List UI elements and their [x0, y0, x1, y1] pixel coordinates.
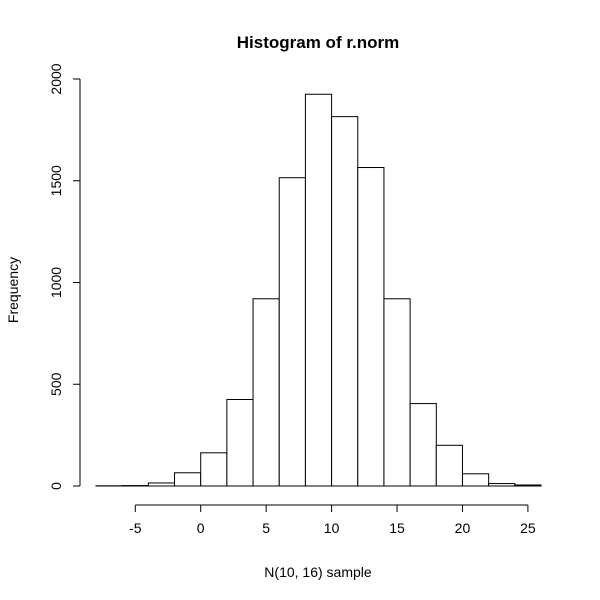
y-axis-label: Frequency [5, 257, 21, 323]
chart-title: Histogram of r.norm [237, 33, 399, 52]
x-tick-label: 5 [262, 520, 270, 536]
histogram-bar [383, 298, 411, 487]
x-axis: -5 0 5 10 15 20 25 [129, 504, 536, 536]
histogram-bar [304, 93, 333, 487]
histogram-bar [435, 444, 463, 487]
x-tick-label: -5 [129, 520, 142, 536]
x-tick-label: 25 [520, 520, 536, 536]
y-axis: 0 500 1000 1500 2000 [48, 63, 81, 490]
x-tick-label: 20 [455, 520, 471, 536]
histogram-bar [357, 167, 385, 487]
histogram-bar [174, 472, 202, 487]
y-tick-label: 1000 [48, 267, 64, 298]
histogram-bar [488, 483, 516, 487]
histogram-bar [331, 116, 359, 487]
histogram-bar [226, 399, 254, 487]
histogram-bar [278, 177, 306, 487]
histogram-bar [200, 452, 228, 487]
histogram-bar [252, 298, 280, 487]
y-tick-label: 2000 [48, 63, 64, 94]
x-axis-label: N(10, 16) sample [264, 564, 372, 580]
histogram-bar [147, 482, 176, 487]
x-tick-label: 0 [197, 520, 205, 536]
y-tick-label: 0 [48, 482, 64, 490]
histogram-bar [461, 473, 490, 487]
x-tick-label: 10 [324, 520, 340, 536]
histogram-bar [514, 484, 542, 487]
y-tick-label: 500 [48, 372, 64, 396]
x-tick-label: 15 [389, 520, 405, 536]
y-tick-label: 1500 [48, 165, 64, 196]
histogram-bars [95, 93, 542, 487]
histogram-bar [409, 403, 437, 487]
